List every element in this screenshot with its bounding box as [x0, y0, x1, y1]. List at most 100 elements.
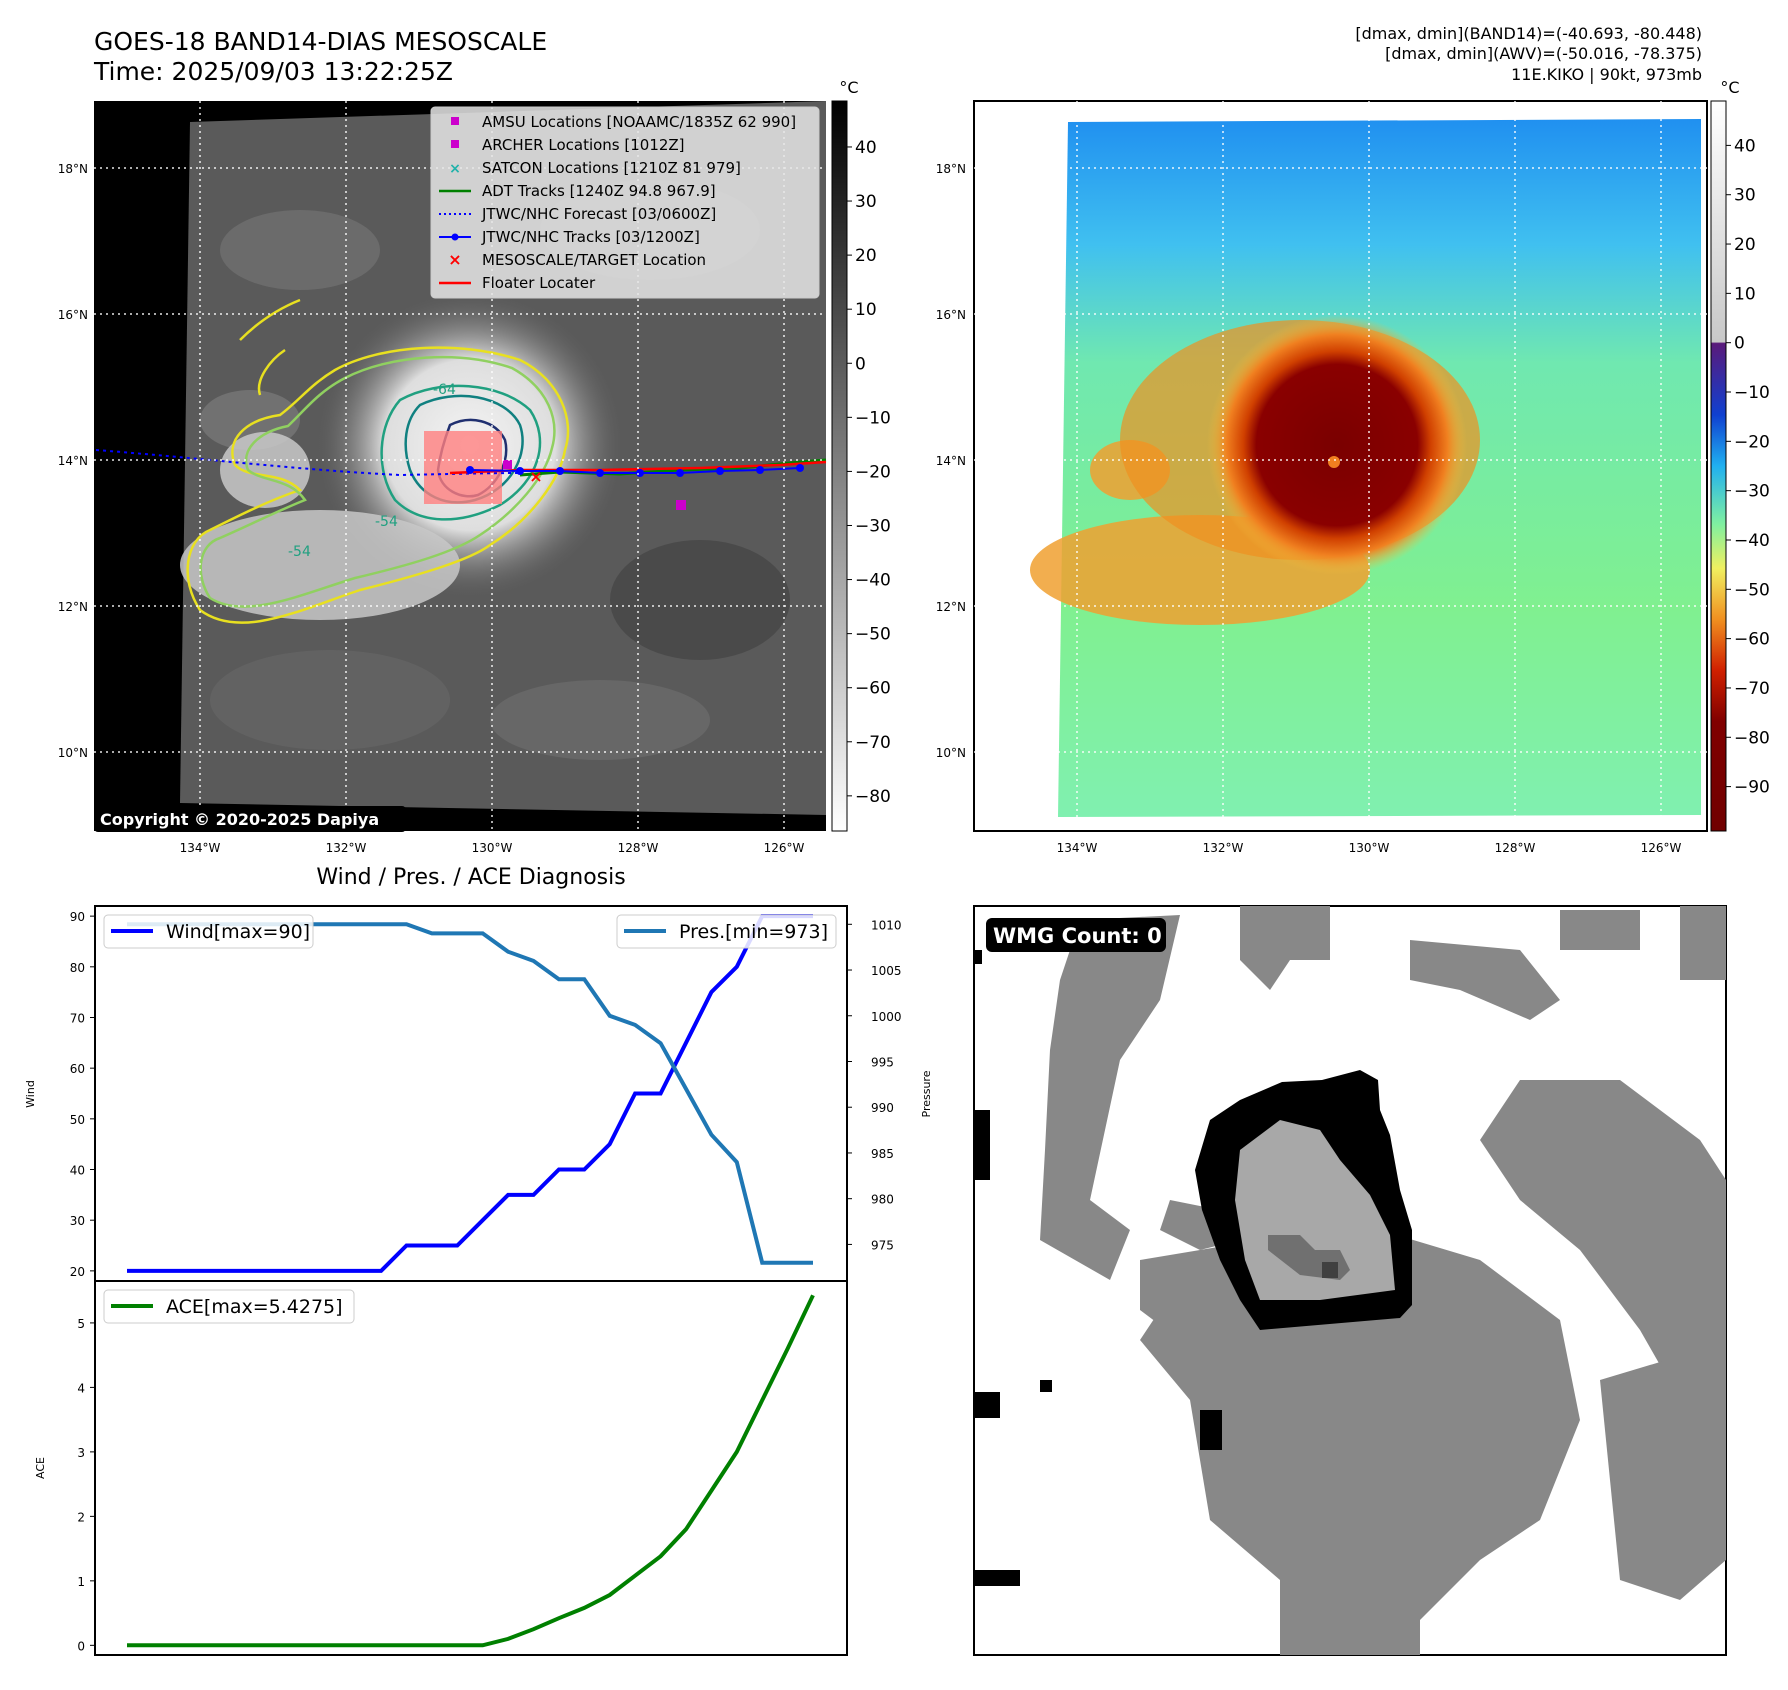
lat-label: 18°N	[936, 162, 966, 176]
gray-colorbar-tick-label: 40	[855, 138, 877, 158]
color-eye	[1328, 456, 1340, 468]
wind-y-ticks: 20 30 40 50 60 70 80 90	[70, 910, 95, 1279]
ace-axis-label: ACE	[34, 1457, 47, 1479]
color-colorbar-tick-label: 0	[1734, 334, 1745, 354]
color-colorbar-tick-label: −70	[1734, 679, 1770, 699]
lat-label: 16°N	[936, 308, 966, 322]
map-legend: AMSU Locations [NOAAMC/1835Z 62 990] ARC…	[430, 106, 820, 299]
wmg-right-band	[1480, 1080, 1726, 1520]
legend-dot-jtwc	[451, 233, 459, 241]
archer-marker	[503, 460, 512, 469]
color-colorbar-tick-label: −60	[1734, 630, 1770, 650]
color-colorbar-tick-label: −80	[1734, 728, 1770, 748]
gray-colorbar-tick-label: −60	[855, 679, 891, 699]
stats-line-band14: [dmax, dmin](BAND14)=(-40.693, -80.448)	[1355, 24, 1702, 43]
lat-label: 14°N	[936, 454, 966, 468]
ace-legend: ACE[max=5.4275]	[103, 1289, 355, 1324]
wmg-outer-ring-topright	[1410, 940, 1560, 1020]
map-lon-labels: 134°W 132°W 130°W 128°W 126°W	[180, 841, 805, 855]
wind-y-tick-label: 60	[70, 1062, 85, 1076]
legend-box	[430, 106, 820, 299]
ace-legend-label: ACE[max=5.4275]	[166, 1296, 343, 1318]
legend-label-satcon: SATCON Locations [1210Z 81 979]	[482, 159, 741, 177]
jtwc-track-point	[676, 469, 684, 477]
lon-label: 128°W	[1495, 841, 1536, 855]
color-colorbar-tick-label: −90	[1734, 778, 1770, 798]
lon-label: 126°W	[764, 841, 805, 855]
lon-label: 134°W	[180, 841, 221, 855]
outer-rainband-cloud	[220, 432, 310, 508]
contour-label-middle: -54	[375, 514, 398, 530]
pressure-y-tick-label: 975	[871, 1238, 894, 1252]
lon-label: 132°W	[326, 841, 367, 855]
jtwc-track-point	[466, 466, 474, 474]
legend-label-forecast: JTWC/NHC Forecast [03/0600Z]	[481, 205, 716, 223]
wmg-count-text: WMG Count: 0	[993, 924, 1162, 948]
gray-colorbar-tick-label: 20	[855, 246, 877, 266]
wind-y-tick-label: 50	[70, 1113, 85, 1127]
wmg-black-speck	[1200, 1410, 1222, 1450]
ace-y-tick-label: 2	[77, 1510, 85, 1524]
color-colorbar-tick-label: 30	[1734, 186, 1756, 206]
wmg-lower-right-band	[1600, 1350, 1726, 1600]
contour-lightgreen	[199, 355, 556, 608]
lat-label: 12°N	[936, 600, 966, 614]
color-gridlines	[974, 101, 1707, 831]
ace-y-tick-label: 0	[77, 1639, 85, 1653]
pressure-legend: Pres.[min=973]	[616, 914, 837, 949]
wmg-top-right-block	[1680, 906, 1726, 980]
storm-info: 11E.KIKO | 90kt, 973mb	[1511, 65, 1702, 84]
ace-y-tick-label: 4	[77, 1381, 85, 1395]
gray-colorbar-tick-label: −50	[855, 625, 891, 645]
color-lat-labels: 18°N 16°N 14°N 12°N 10°N	[936, 162, 966, 760]
lat-label: 16°N	[58, 308, 88, 322]
contour-yellow-outer	[186, 346, 570, 624]
pressure-y-tick-label: 990	[871, 1101, 894, 1115]
ace-y-tick-label: 1	[77, 1575, 85, 1589]
ir-gray-map-panel: -64 -54 -54 ×	[58, 101, 827, 855]
gray-colorbar-tick-label: −80	[855, 787, 891, 807]
stats-line-awv: [dmax, dmin](AWV)=(-50.016, -78.375)	[1385, 44, 1702, 63]
gray-colorbar-tick-label: 30	[855, 192, 877, 212]
wind-axis-label: Wind	[24, 1080, 37, 1108]
color-colorbar-tick-label: −40	[1734, 531, 1770, 551]
legend-label-jtwc: JTWC/NHC Tracks [03/1200Z]	[481, 228, 700, 246]
color-storm-core	[1207, 315, 1467, 575]
floater-locater-box	[424, 431, 502, 504]
forecast-track	[95, 449, 521, 477]
cloud-texture	[200, 180, 790, 760]
color-colorbar-tick-label: −20	[1734, 432, 1770, 452]
legend-marker-amsu	[451, 117, 459, 125]
color-lon-labels: 134°W 132°W 130°W 128°W 126°W	[1057, 841, 1682, 855]
figure-title-line1: GOES-18 BAND14-DIAS MESOSCALE	[94, 27, 547, 56]
color-colorbar-ticks: 40 30 20 10 0 −10 −20 −30 −40 −50 −60 −70 −80 −90	[1726, 136, 1770, 798]
pressure-axis-label: Pressure	[920, 1070, 933, 1117]
ace-chart: ACE 0 1 2 3 4 5 ACE[max=5.4275]	[34, 1280, 848, 1656]
wmg-core-darkgray	[1322, 1262, 1338, 1278]
figure-title-line2: Time: 2025/09/03 13:22:25Z	[93, 57, 453, 86]
wind-y-tick-label: 70	[70, 1011, 85, 1025]
wind-legend-box	[103, 914, 314, 949]
jtwc-track-point	[556, 467, 564, 475]
wmg-black-bottom-left	[974, 1570, 1020, 1586]
wind-legend-label: Wind[max=90]	[166, 921, 310, 943]
diagnosis-title: Wind / Pres. / ACE Diagnosis	[316, 865, 625, 890]
wmg-black-speck	[974, 950, 982, 964]
wmg-black-left-edge	[974, 1110, 990, 1180]
wind-pressure-chart: Wind Pressure 20 30 40 50 60 70 80 90 975 980 985…	[24, 905, 933, 1282]
ace-legend-box	[103, 1289, 355, 1324]
wmg-outer-ring-left	[1040, 915, 1180, 1280]
color-colorbar-tick-label: −30	[1734, 482, 1770, 502]
wmg-count-badge	[986, 918, 1166, 952]
gray-colorbar: °C 40 30 20 10 0 −10 −20 −30 −40 −50 −60 −70 −80	[831, 78, 891, 832]
map-lat-labels: 18°N 16°N 14°N 12°N 10°N	[58, 162, 88, 760]
lon-label: 128°W	[618, 841, 659, 855]
color-colorbar-tick-label: −50	[1734, 580, 1770, 600]
copyright-text: Copyright © 2020-2025 Dapiya	[100, 810, 379, 829]
contour-label-inner: -64	[433, 382, 456, 398]
legend-marker-archer	[451, 140, 459, 148]
pressure-y-ticks: 975 980 985 990 995 1000 1005 1010	[847, 918, 902, 1252]
legend-label-archer: ARCHER Locations [1012Z]	[482, 136, 685, 154]
color-colorbar-bar	[1710, 100, 1727, 832]
target-location-marker: ×	[529, 467, 542, 486]
